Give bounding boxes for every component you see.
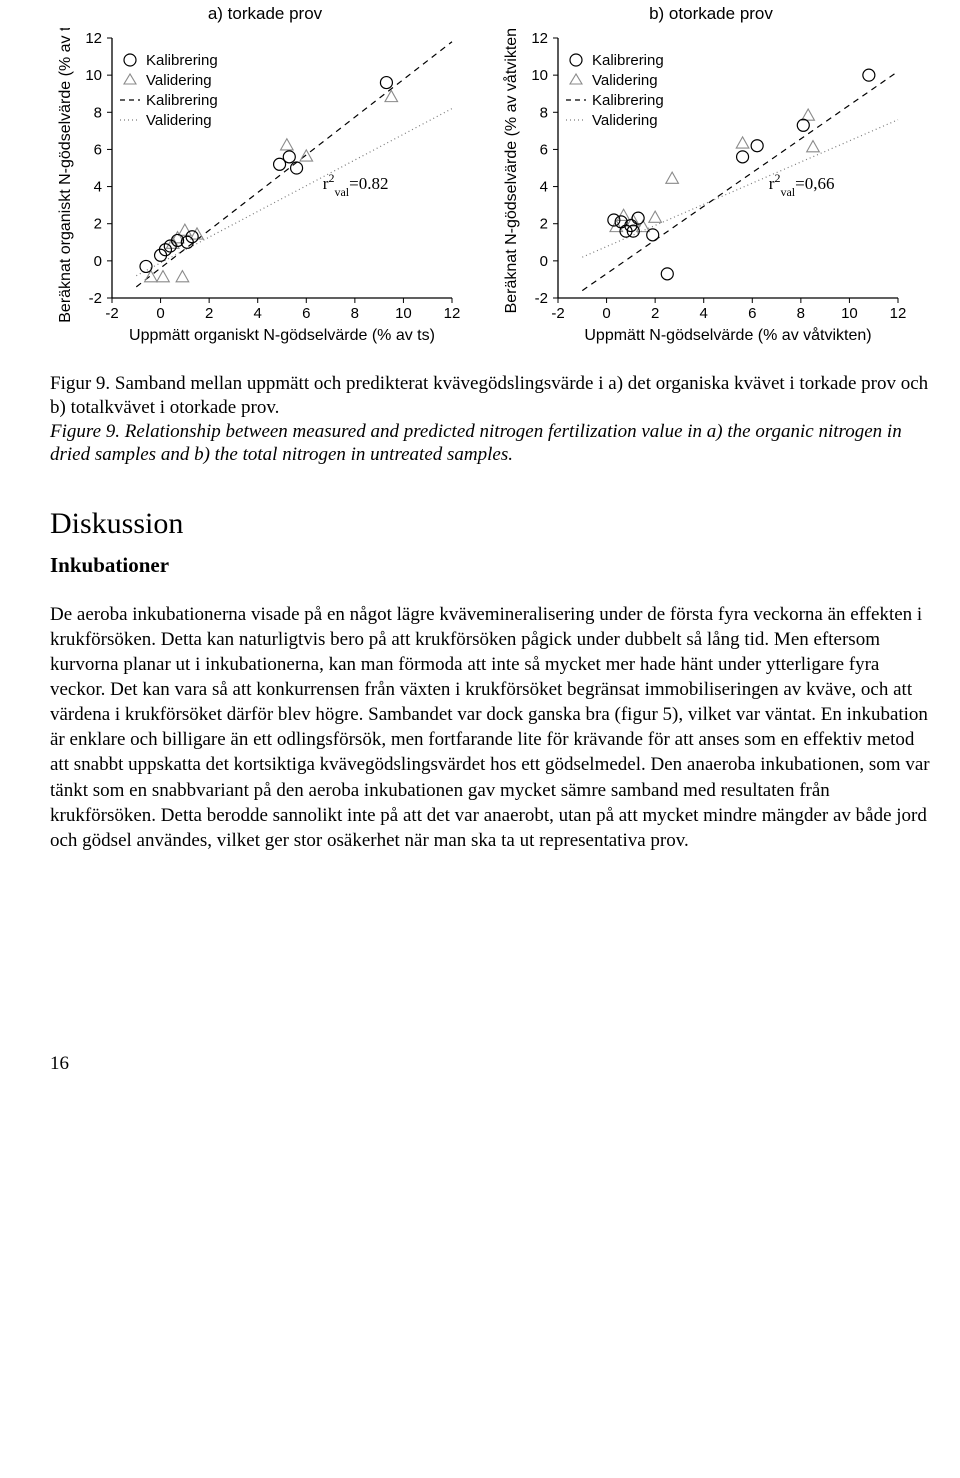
svg-text:2: 2 xyxy=(205,305,213,322)
svg-text:Kalibrering: Kalibrering xyxy=(146,52,218,69)
chart-right-title: b) otorkade prov xyxy=(496,4,926,24)
svg-text:Kalibrering: Kalibrering xyxy=(592,52,664,69)
svg-text:6: 6 xyxy=(302,305,310,322)
svg-text:Kalibrering: Kalibrering xyxy=(146,92,218,109)
figure-caption: Figur 9. Samband mellan uppmätt och pred… xyxy=(50,372,930,467)
svg-text:r2val=0,66: r2val=0,66 xyxy=(769,171,835,199)
svg-text:Uppmätt organiskt N-gödselvärd: Uppmätt organiskt N-gödselvärde (% av ts… xyxy=(129,327,435,344)
svg-text:4: 4 xyxy=(254,305,262,322)
chart-left: a) torkade prov -2 0 2 4 6 8 10 12 -2 0 2 4 6 8 10 12 Up… xyxy=(50,4,480,368)
chart-right-svg: -2 0 2 4 6 8 10 12 -2 0 2 4 6 8 10 12 Uppmätt N-gödselvä… xyxy=(496,28,926,368)
svg-text:0: 0 xyxy=(540,253,548,270)
svg-text:0: 0 xyxy=(156,305,164,322)
svg-text:2: 2 xyxy=(94,216,102,233)
svg-text:Kalibrering: Kalibrering xyxy=(592,92,664,109)
svg-text:-2: -2 xyxy=(535,290,548,307)
svg-text:6: 6 xyxy=(94,141,102,158)
svg-text:10: 10 xyxy=(85,67,102,84)
body-paragraph: De aeroba inkubationerna visade på en nå… xyxy=(50,602,930,853)
svg-text:2: 2 xyxy=(651,305,659,322)
svg-text:8: 8 xyxy=(94,104,102,121)
svg-text:10: 10 xyxy=(531,67,548,84)
svg-text:12: 12 xyxy=(444,305,461,322)
svg-text:4: 4 xyxy=(700,305,708,322)
svg-text:10: 10 xyxy=(841,305,858,322)
svg-text:Validering: Validering xyxy=(592,72,658,89)
section-title: Diskussion xyxy=(50,507,930,541)
chart-left-title: a) torkade prov xyxy=(50,4,480,24)
svg-text:0: 0 xyxy=(602,305,610,322)
section-subtitle: Inkubationer xyxy=(50,553,930,578)
svg-text:6: 6 xyxy=(540,141,548,158)
figure-9: a) torkade prov -2 0 2 4 6 8 10 12 -2 0 2 4 6 8 10 12 Up… xyxy=(50,4,930,368)
svg-text:8: 8 xyxy=(351,305,359,322)
caption-sv: Figur 9. Samband mellan uppmätt och pred… xyxy=(50,373,928,418)
svg-text:-2: -2 xyxy=(551,305,564,322)
svg-text:Uppmätt N-gödselvärde (% av vå: Uppmätt N-gödselvärde (% av våtvikten) xyxy=(584,326,871,344)
chart-right: b) otorkade prov -2 0 2 4 6 8 10 12 -2 0 2 4 6 8 10 12 U… xyxy=(496,4,926,368)
svg-text:Validering: Validering xyxy=(592,112,658,129)
svg-text:r2val=0.82: r2val=0.82 xyxy=(323,171,389,199)
svg-text:12: 12 xyxy=(531,30,548,47)
svg-text:Validering: Validering xyxy=(146,112,212,129)
svg-text:-2: -2 xyxy=(105,305,118,322)
svg-text:-2: -2 xyxy=(89,290,102,307)
svg-text:Beräknat N-gödselvärde (% av v: Beräknat N-gödselvärde (% av våtvikten) xyxy=(502,28,520,313)
svg-text:12: 12 xyxy=(890,305,907,322)
svg-text:2: 2 xyxy=(540,216,548,233)
svg-text:4: 4 xyxy=(540,179,548,196)
svg-text:8: 8 xyxy=(797,305,805,322)
svg-text:4: 4 xyxy=(94,179,102,196)
svg-text:6: 6 xyxy=(748,305,756,322)
chart-left-svg: -2 0 2 4 6 8 10 12 -2 0 2 4 6 8 10 12 Uppmätt organiskt … xyxy=(50,28,480,368)
page-number: 16 xyxy=(50,1053,930,1075)
svg-text:Beräknat organiskt N-gödselvär: Beräknat organiskt N-gödselvärde (% av t… xyxy=(57,28,74,323)
svg-text:Validering: Validering xyxy=(146,72,212,89)
svg-text:10: 10 xyxy=(395,305,412,322)
svg-text:8: 8 xyxy=(540,104,548,121)
caption-en: Figure 9. Relationship between measured … xyxy=(50,421,902,466)
svg-text:0: 0 xyxy=(94,253,102,270)
svg-text:12: 12 xyxy=(85,30,102,47)
